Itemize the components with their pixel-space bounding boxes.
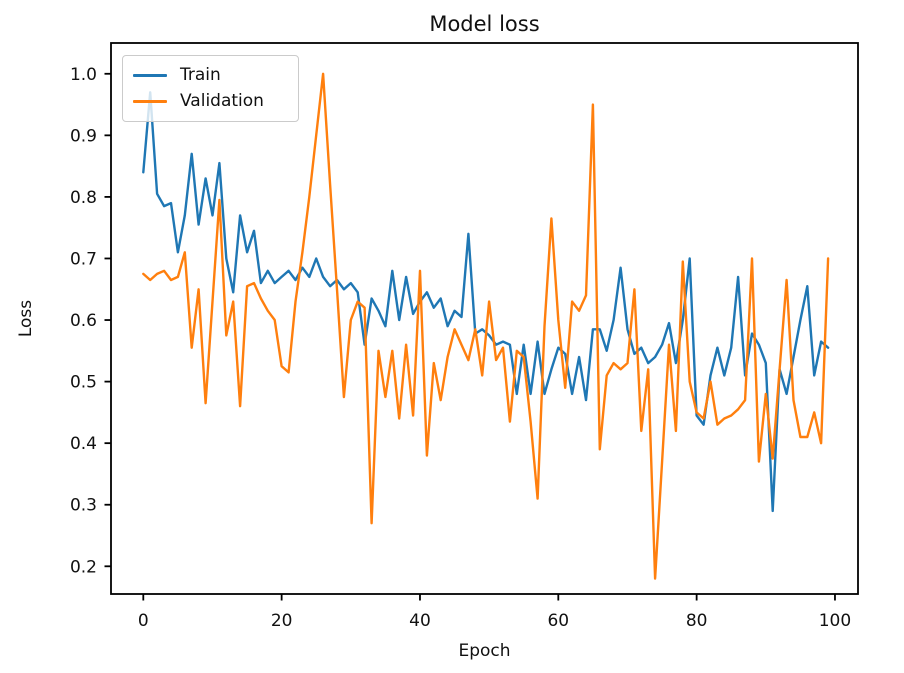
y-tick-label: 0.2 — [70, 557, 97, 577]
legend-label-train: Train — [180, 65, 221, 86]
y-tick-label: 1.0 — [70, 65, 97, 85]
x-tick-label: 40 — [409, 611, 431, 631]
chart-title: Model loss — [429, 12, 539, 36]
x-axis-label: Epoch — [458, 641, 510, 661]
y-tick-label: 0.9 — [70, 126, 97, 146]
y-tick-label: 0.3 — [70, 496, 97, 516]
legend-entry-validation: Validation — [133, 90, 288, 111]
y-tick-label: 0.8 — [70, 188, 97, 208]
y-axis-label: Loss — [16, 300, 36, 337]
train-line-swatch — [133, 74, 167, 78]
legend-entry-train: Train — [133, 67, 288, 84]
y-tick-label: 0.5 — [70, 373, 97, 393]
series-lines — [142, 72, 830, 580]
x-tick-label: 80 — [686, 611, 708, 631]
y-tick-label: 0.6 — [70, 311, 97, 331]
y-tick-label: 0.4 — [70, 434, 97, 454]
validation-line-swatch — [133, 99, 167, 103]
x-tick-label: 0 — [138, 611, 149, 631]
legend: Train Validation — [122, 55, 299, 122]
x-tick-label: 60 — [547, 611, 569, 631]
y-tick-label: 0.7 — [70, 249, 97, 269]
plot-border — [110, 42, 859, 595]
legend-label-validation: Validation — [180, 90, 264, 111]
x-tick-label: 20 — [271, 611, 293, 631]
x-tick-label: 100 — [819, 611, 851, 631]
axis-tick-marks — [104, 72, 836, 601]
axis-tick-labels: 0 20 40 60 80 100 0.2 0.3 0.4 0.5 0.6 0.7 0.8 0.9 1.0 — [70, 65, 851, 631]
validation-line — [142, 72, 830, 580]
